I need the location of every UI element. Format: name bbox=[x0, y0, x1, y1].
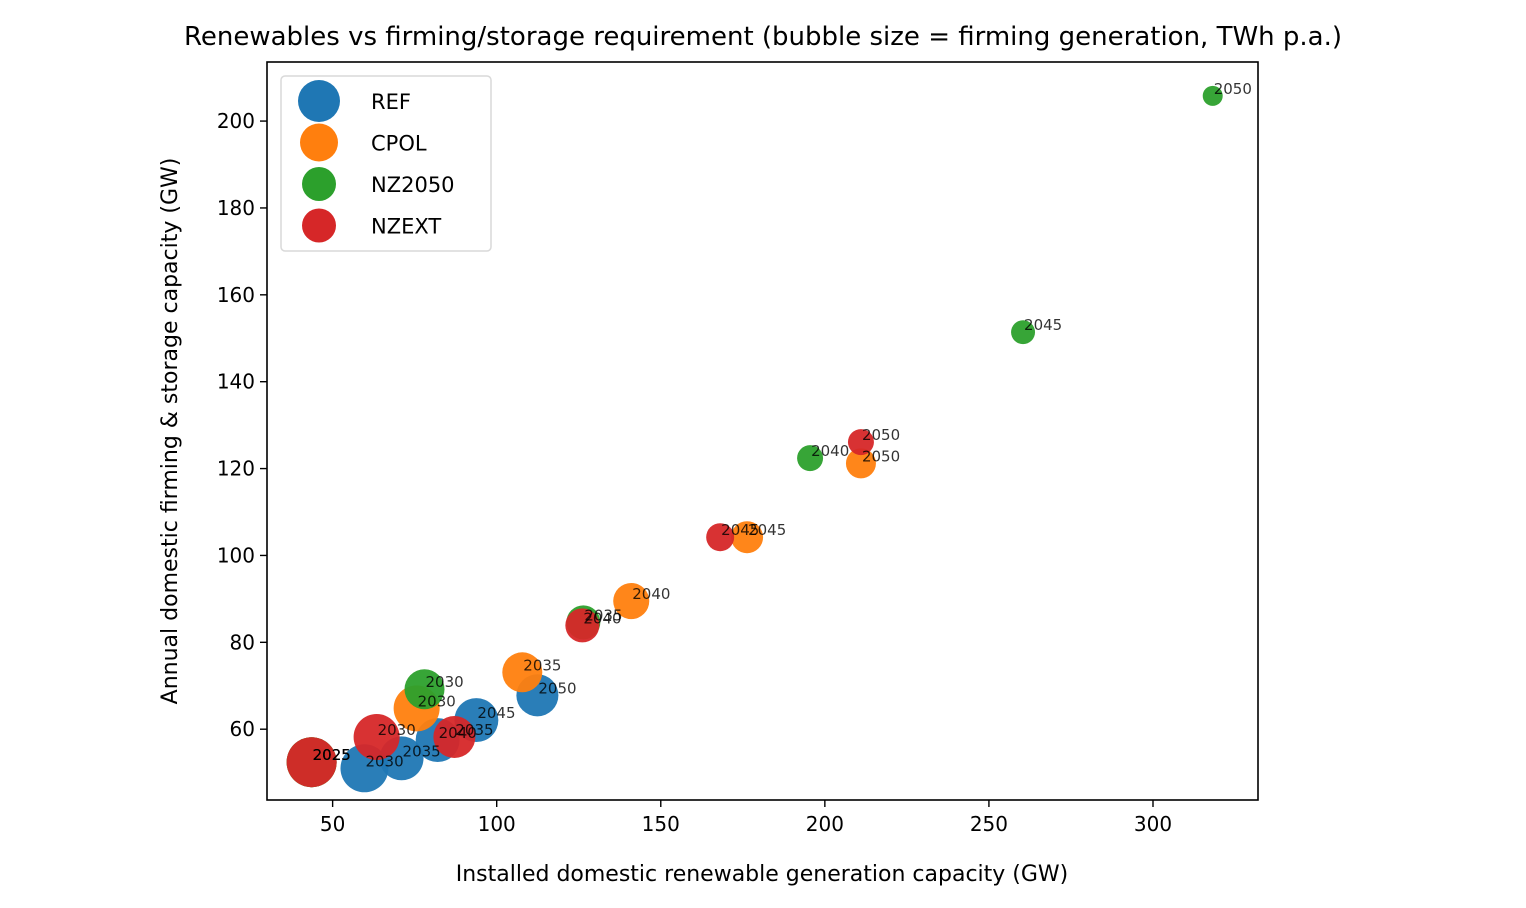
point-label-ref-2040: 2040 bbox=[439, 724, 477, 742]
bubble-nz2050-2045 bbox=[1011, 320, 1036, 345]
point-label-nzext-2035: 2035 bbox=[455, 721, 493, 739]
point-label-cpol-2035: 2035 bbox=[523, 656, 561, 674]
y-tick-label: 180 bbox=[217, 196, 255, 220]
point-label-ref-2030: 2030 bbox=[365, 752, 403, 770]
point-label-nzext-2045: 2045 bbox=[721, 521, 759, 539]
point-label-cpol-2025: 2025 bbox=[313, 746, 351, 764]
legend-marker-cpol bbox=[300, 123, 338, 162]
y-axis: 60 80 100 120 140 160 180 200 bbox=[217, 109, 267, 741]
point-label-nzext-2040: 2040 bbox=[583, 609, 621, 627]
x-tick-label: 200 bbox=[806, 812, 844, 836]
legend-marker-nz2050 bbox=[302, 167, 336, 201]
bubble-cpol-2040 bbox=[613, 583, 650, 620]
point-label-cpol-2050: 2050 bbox=[862, 447, 900, 465]
y-axis-label: Annual domestic firming & storage capaci… bbox=[158, 158, 183, 705]
bubble-nzext-2050 bbox=[847, 429, 874, 456]
point-label-nz2050-2035: 2035 bbox=[584, 606, 622, 624]
y-tick-label: 160 bbox=[217, 283, 255, 307]
legend-marker-ref bbox=[298, 80, 340, 122]
point-label-nz2050-2050: 2050 bbox=[1214, 80, 1252, 98]
point-label-ref-2050: 2050 bbox=[538, 679, 576, 697]
bubble-nzext-2040 bbox=[565, 608, 600, 643]
legend-marker-nzext bbox=[302, 208, 336, 243]
bubble-nz2050-2050 bbox=[1202, 85, 1223, 106]
y-tick-label: 120 bbox=[217, 457, 255, 481]
x-tick-label: 50 bbox=[320, 812, 345, 836]
y-tick-label: 100 bbox=[217, 543, 255, 567]
x-axis: 50 100 150 200 250 300 bbox=[320, 800, 1172, 836]
point-labels-layer: 2025 203020352040204520502025203020352040… bbox=[313, 80, 1252, 770]
bubble-nzext-2030 bbox=[353, 714, 400, 761]
series-nzext bbox=[286, 429, 874, 788]
y-tick-label: 80 bbox=[230, 630, 255, 654]
x-tick-label: 300 bbox=[1134, 812, 1172, 836]
bubble-nz2050-2040 bbox=[797, 445, 824, 472]
point-label-ref-2035: 2035 bbox=[403, 742, 441, 760]
x-tick-label: 250 bbox=[970, 812, 1008, 836]
legend-label-nzext: NZEXT bbox=[371, 215, 441, 239]
plot-frame bbox=[266, 61, 1259, 801]
point-label-cpol-2030: 2030 bbox=[418, 692, 456, 710]
bubble-nz2050-2030 bbox=[404, 669, 445, 710]
bubble-cpol-2050 bbox=[845, 448, 876, 479]
bubble-nzext-2045 bbox=[706, 523, 735, 552]
legend-label-ref: REF bbox=[371, 90, 411, 114]
x-tick-label: 100 bbox=[478, 812, 516, 836]
point-label-cpol-2045: 2045 bbox=[748, 521, 786, 539]
point-label-nz2050-2045: 2045 bbox=[1024, 316, 1062, 334]
point-label-nz2050-2025: 2025 bbox=[313, 746, 351, 764]
bubble-nzext-2025 bbox=[286, 737, 337, 788]
legend-label-cpol: CPOL bbox=[371, 132, 427, 156]
point-label-nzext-2030: 2030 bbox=[378, 721, 416, 739]
bubbles-layer bbox=[286, 85, 1223, 793]
legend-label-nz2050: NZ2050 bbox=[371, 173, 455, 197]
y-tick-label: 140 bbox=[217, 370, 255, 394]
legend-frame bbox=[280, 75, 492, 252]
point-label-nz2050-2030: 2030 bbox=[426, 673, 464, 691]
bubble-nzext-2035 bbox=[433, 716, 476, 759]
bubble-cpol-2035 bbox=[502, 652, 543, 693]
legend: REF CPOL NZ2050 NZEXT bbox=[280, 75, 492, 252]
point-label-nzext-2050: 2050 bbox=[862, 426, 900, 444]
point-label-cpol-2040: 2040 bbox=[632, 585, 670, 603]
point-label-ref-2025: 2025 bbox=[313, 746, 351, 764]
y-tick-label: 200 bbox=[217, 109, 255, 133]
point-label-ref-2045: 2045 bbox=[477, 704, 515, 722]
x-axis-label: Installed domestic renewable generation … bbox=[456, 862, 1069, 887]
chart-title: Renewables vs firming/storage requiremen… bbox=[184, 22, 1342, 52]
point-label-nzext-2025: 2025 bbox=[313, 746, 351, 764]
point-label-nz2050-2040: 2040 bbox=[811, 442, 849, 460]
y-tick-label: 60 bbox=[230, 717, 255, 741]
x-tick-label: 150 bbox=[642, 812, 680, 836]
bubble-cpol-2045 bbox=[731, 521, 764, 554]
